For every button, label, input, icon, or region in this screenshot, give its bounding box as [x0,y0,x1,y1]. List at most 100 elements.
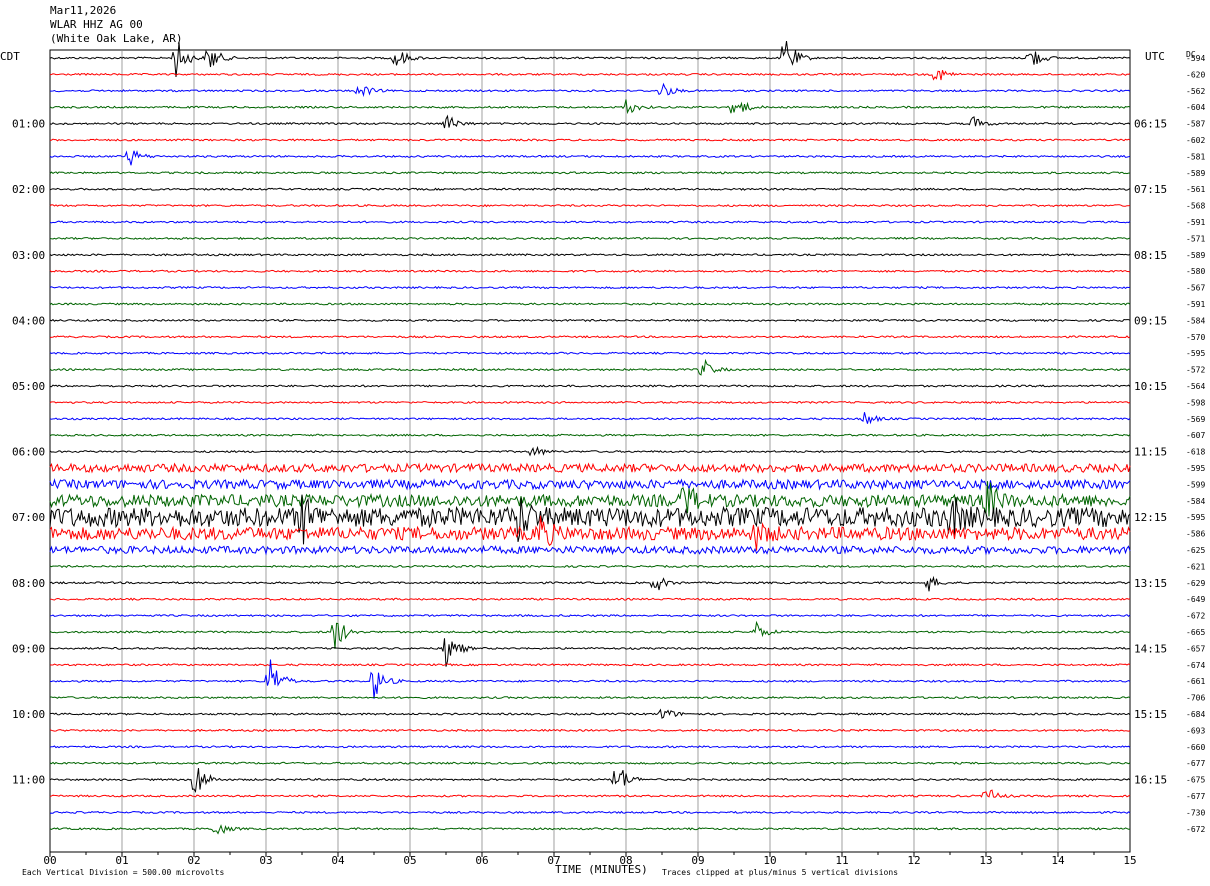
dc-offset-label: -595 [1186,464,1205,473]
right-hour-label: 13:15 [1134,577,1167,590]
dc-offset-label: -684 [1186,710,1205,719]
trace-line [49,663,1131,667]
trace-line [49,187,1131,191]
trace-line [49,150,1131,166]
dc-offset-label: -595 [1186,513,1205,522]
trace-line [49,638,1131,667]
x-tick-label: 01 [115,854,128,867]
dc-offset-label: -570 [1186,333,1205,342]
right-hour-label: 16:15 [1134,774,1167,787]
dc-offset-label: -581 [1186,152,1205,161]
x-tick-label: 13 [979,854,992,867]
dc-offset-label: -594 [1186,54,1205,63]
trace-line [49,269,1131,273]
trace-line [49,824,1131,835]
trace-line [49,761,1131,765]
x-tick-label: 07 [547,854,560,867]
dc-offset-label: -598 [1186,398,1205,407]
dc-offset-label: -561 [1186,185,1205,194]
dc-offset-label: -580 [1186,267,1205,276]
dc-offset-label: -620 [1186,70,1205,79]
trace-line [49,335,1131,339]
trace-line [49,114,1131,129]
trace-line [49,515,1131,551]
trace-line [49,544,1131,556]
trace-line [49,810,1131,815]
right-hour-label: 08:15 [1134,249,1167,262]
x-tick-label: 04 [331,854,345,867]
right-hour-label: 14:15 [1134,642,1167,655]
right-hour-label: 10:15 [1134,380,1167,393]
dc-offset-label: -589 [1186,169,1205,178]
trace-line [49,478,1131,491]
dc-offset-label: -569 [1186,415,1205,424]
station-location: (White Oak Lake, AR) [50,32,183,45]
dc-offset-label: -584 [1186,316,1205,325]
left-hour-label: 04:00 [12,314,45,327]
station-id: WLAR HHZ AG 00 [50,18,143,31]
dc-offset-label: -661 [1186,677,1205,686]
left-hour-label: 09:00 [12,642,45,655]
trace-line [49,745,1131,749]
trace-line [49,220,1131,224]
dc-offset-label: -571 [1186,234,1205,243]
trace-line [50,597,1131,601]
trace-line [49,351,1131,355]
dc-offset-label: -567 [1186,284,1205,293]
right-hour-label: 12:15 [1134,511,1167,524]
left-hour-label: 07:00 [12,511,45,524]
dc-offset-label: -572 [1186,366,1205,375]
trace-line [49,481,1131,517]
dc-offset-label: -675 [1186,776,1205,785]
dc-offset-label: -602 [1186,136,1205,145]
dc-offset-label: -584 [1186,497,1205,506]
dc-header-label: DC [1186,50,1196,59]
dc-offset-label: -599 [1186,480,1205,489]
right-hour-label: 15:15 [1134,708,1167,721]
dc-offset-label: -607 [1186,431,1205,440]
trace-line [49,728,1131,732]
dc-offset-label: -706 [1186,694,1205,703]
trace-line [49,789,1131,798]
right-hour-label: 06:15 [1134,118,1167,131]
right-hour-label: 11:15 [1134,446,1167,459]
dc-offset-label: -629 [1186,579,1205,588]
trace-line [49,253,1131,257]
dc-offset-label: -568 [1186,202,1205,211]
dc-offset-label: -604 [1186,103,1205,112]
left-hour-label: 11:00 [12,774,45,787]
x-tick-label: 06 [475,854,488,867]
trace-line [49,138,1131,142]
x-tick-label: 11 [835,854,848,867]
left-hour-label: 05:00 [12,380,45,393]
dc-offset-label: -591 [1186,300,1205,309]
right-hour-label: 07:15 [1134,183,1167,196]
trace-line [49,462,1131,474]
trace-line [49,384,1131,388]
trace-line [50,82,1131,98]
trace-line [49,358,1130,376]
trace-line [49,412,1131,425]
x-tick-label: 12 [907,854,920,867]
x-tick-label: 14 [1051,854,1065,867]
trace-line [49,768,1131,793]
left-hour-label: 01:00 [12,118,45,131]
left-timezone-label: CDT [0,50,20,63]
dc-offset-label: -587 [1186,120,1205,129]
trace-line [49,708,1131,719]
dc-offset-label: -657 [1186,644,1205,653]
dc-offset-label: -672 [1186,825,1205,834]
trace-line [49,236,1131,241]
x-axis-title: TIME (MINUTES) [555,863,648,876]
trace-line [49,564,1131,569]
trace-line [49,41,1131,78]
trace-line [49,204,1131,208]
trace-line [49,285,1131,290]
dc-offset-label: -674 [1186,661,1205,670]
left-hour-label: 10:00 [12,708,45,721]
clip-note: Traces clipped at plus/minus 5 vertical … [662,868,898,877]
dc-offset-label: -589 [1186,251,1205,260]
dc-offset-label: -672 [1186,612,1205,621]
x-tick-label: 08 [619,854,632,867]
x-tick-label: 02 [187,854,200,867]
